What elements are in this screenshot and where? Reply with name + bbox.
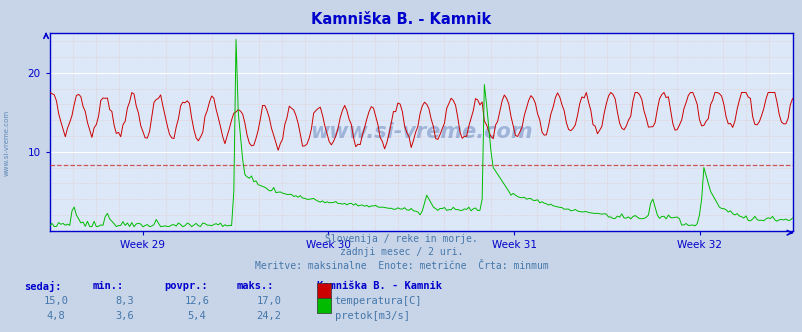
Text: 24,2: 24,2: [256, 311, 282, 321]
Text: Slovenija / reke in morje.: Slovenija / reke in morje.: [325, 234, 477, 244]
Text: 4,8: 4,8: [47, 311, 66, 321]
Text: Kamniška B. - Kamnik: Kamniška B. - Kamnik: [317, 281, 442, 290]
Text: Kamniška B. - Kamnik: Kamniška B. - Kamnik: [311, 12, 491, 27]
Text: www.si-vreme.com: www.si-vreme.com: [310, 122, 532, 142]
Text: 15,0: 15,0: [43, 296, 69, 306]
Text: 12,6: 12,6: [184, 296, 209, 306]
Text: min.:: min.:: [92, 281, 124, 290]
Text: pretok[m3/s]: pretok[m3/s]: [334, 311, 409, 321]
Text: www.si-vreme.com: www.si-vreme.com: [3, 110, 10, 176]
Text: 5,4: 5,4: [187, 311, 206, 321]
Text: zadnji mesec / 2 uri.: zadnji mesec / 2 uri.: [339, 247, 463, 257]
Text: maks.:: maks.:: [237, 281, 274, 290]
Text: povpr.:: povpr.:: [164, 281, 208, 290]
Text: temperatura[C]: temperatura[C]: [334, 296, 422, 306]
Text: sedaj:: sedaj:: [24, 281, 62, 291]
Text: Meritve: maksinalne  Enote: metrične  Črta: minmum: Meritve: maksinalne Enote: metrične Črta…: [254, 261, 548, 271]
Text: 3,6: 3,6: [115, 311, 134, 321]
Text: 8,3: 8,3: [115, 296, 134, 306]
Text: 17,0: 17,0: [256, 296, 282, 306]
